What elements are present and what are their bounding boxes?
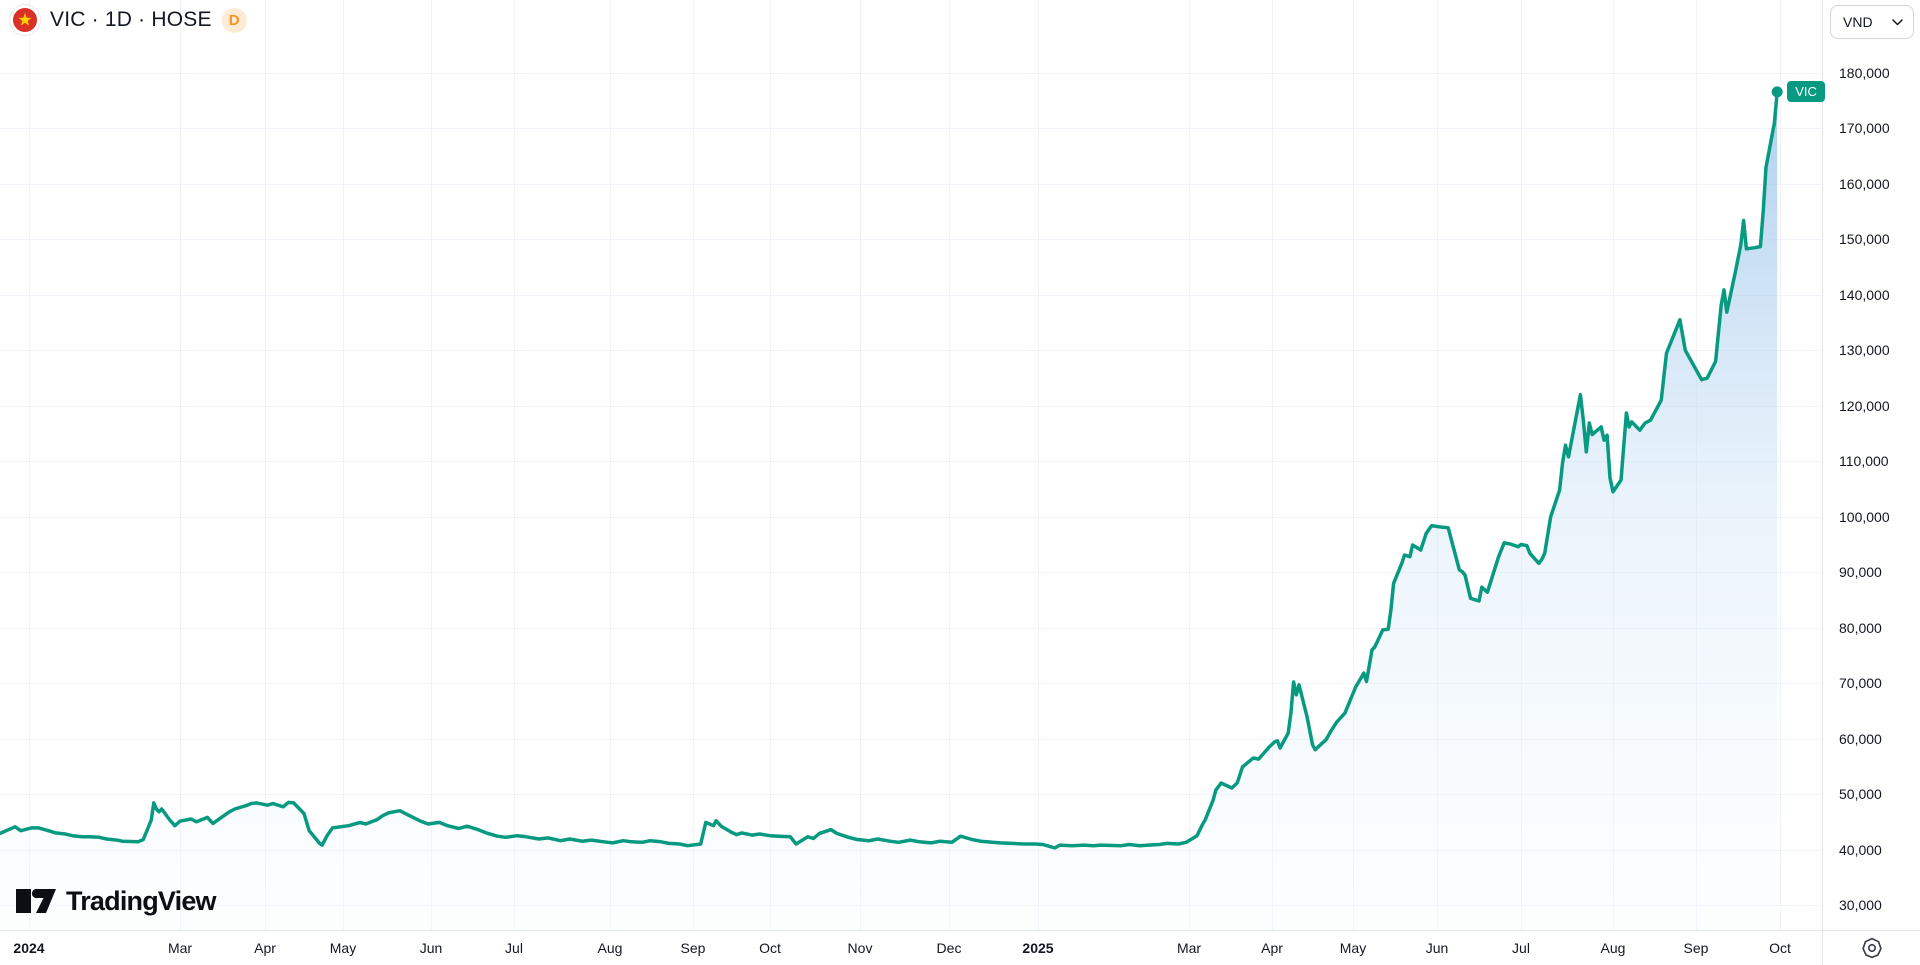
currency-dropdown[interactable]: VND [1830,5,1914,39]
y-axis-label: 170,000 [1839,120,1890,137]
x-axis-month-label: Nov [847,940,873,956]
y-axis-label: 130,000 [1839,342,1890,359]
time-scale[interactable]: 2024 Mar Apr May Jun Jul Aug Sep Oct Nov Dec 2025 Ma… [0,930,1822,965]
x-axis-month-label: May [329,940,357,956]
y-axis-label: 120,000 [1839,397,1890,414]
x-axis-year-label: 2025 [1022,940,1054,956]
symbol-header: VIC · 1D · HOSE D [10,5,247,35]
x-axis-month-label: Jun [419,940,443,956]
x-axis-month-label: Sep [1683,940,1709,956]
tradingview-logo-text: TradingView [66,885,217,916]
price-chart[interactable] [0,0,1822,930]
x-axis-month-label: Dec [936,940,962,956]
x-axis-month-label: Mar [167,940,193,956]
y-axis-label: 180,000 [1839,65,1890,81]
y-axis-label: 50,000 [1839,786,1882,803]
delayed-data-badge: D [221,7,247,33]
y-axis-label: 90,000 [1839,564,1882,581]
chevron-down-icon [1892,18,1903,25]
y-axis-label: 60,000 [1839,730,1882,747]
x-axis-month-label: Apr [254,940,276,956]
y-axis-label: 150,000 [1839,231,1890,248]
x-axis-month-label: Aug [1600,940,1626,956]
x-axis-month-label: Jul [505,940,523,956]
x-axis-month-label: Mar [1176,940,1202,956]
x-axis-month-label: Apr [1261,940,1283,956]
x-axis-month-label: Jun [1425,940,1449,956]
y-axis-label: 140,000 [1839,286,1890,303]
y-axis-label: 100,000 [1839,508,1890,525]
x-axis-month-label: May [1339,940,1367,956]
x-axis-year-label: 2024 [13,940,45,956]
y-axis-label: 160,000 [1839,175,1890,192]
tradingview-logo[interactable]: TradingView [16,884,217,918]
x-axis-month-label: Aug [597,940,623,956]
symbol-title[interactable]: VIC · 1D · HOSE [50,8,212,31]
price-line [0,90,1779,850]
y-axis-label: 80,000 [1839,619,1882,636]
scale-settings-cell [1822,930,1920,965]
vietnam-flag-icon [10,5,40,35]
currency-value: VND [1843,14,1873,30]
last-price-label: VIC [1787,81,1825,103]
area-fill [0,91,1778,930]
x-axis-month-label: Sep [680,940,706,956]
x-axis-month-label: Oct [759,940,781,956]
y-axis-label: 70,000 [1839,675,1882,692]
y-axis-label: 30,000 [1839,897,1882,913]
last-price-dot [1771,86,1783,98]
y-axis-label: 110,000 [1839,453,1889,470]
x-axis-month-label: Jul [1512,940,1530,956]
settings-icon[interactable] [1861,937,1883,959]
y-axis-label: 40,000 [1839,841,1882,858]
price-scale[interactable]: 180,000 170,000 160,000 150,000 140,000 130,0… [1822,0,1920,930]
tradingview-mark-icon [16,888,56,913]
x-axis-month-label: Oct [1769,940,1791,956]
